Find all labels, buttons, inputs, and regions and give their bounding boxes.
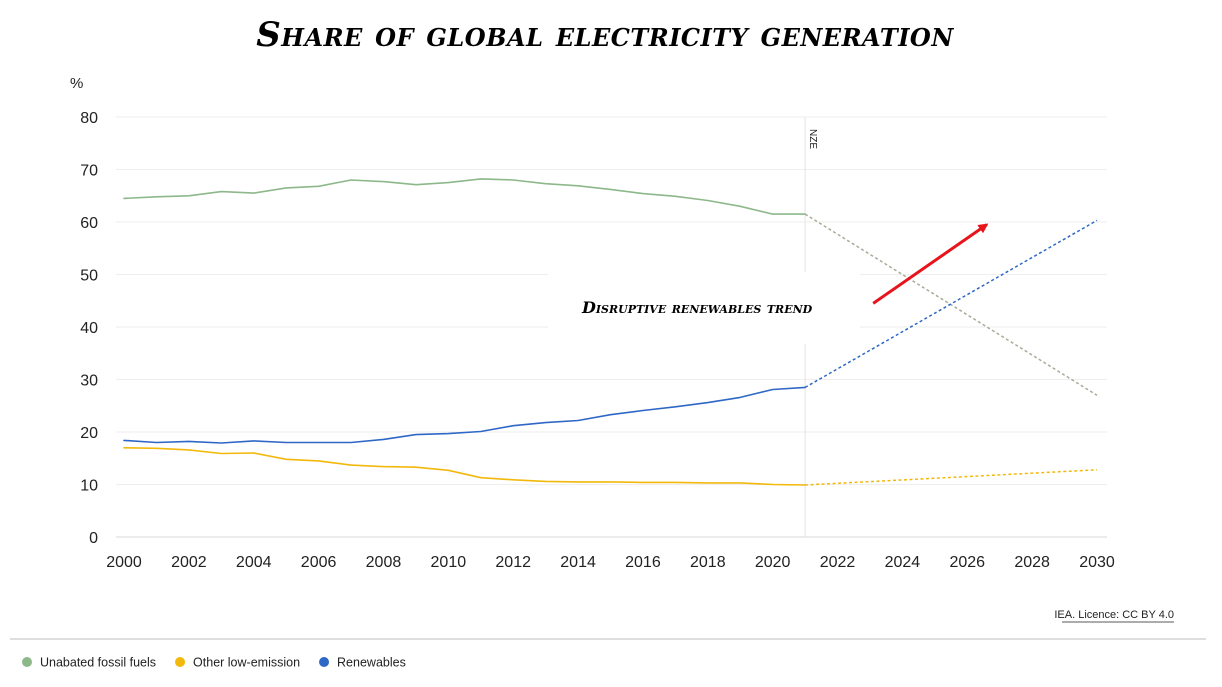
y-tick-label: 80	[80, 110, 98, 127]
y-tick-label: 0	[89, 530, 98, 547]
annotation-background	[548, 272, 860, 344]
nze-label: NZE	[807, 129, 818, 149]
y-tick-label: 40	[80, 320, 98, 337]
series-line-historical-1	[123, 446, 806, 486]
y-tick-label: 10	[80, 478, 98, 495]
y-axis-unit: %	[70, 75, 83, 92]
legend-label: Unabated fossil fuels	[40, 656, 156, 670]
legend-label: Other low-emission	[193, 656, 300, 670]
chart-title: Share of global electricity generation	[256, 15, 954, 55]
series-lines	[123, 178, 1098, 486]
y-tick-label: 50	[80, 268, 98, 285]
legend-label: Renewables	[337, 656, 406, 670]
x-tick-label: 2000	[106, 554, 142, 571]
source-link[interactable]: IEA. Licence: CC BY 4.0	[1054, 609, 1174, 621]
legend-swatch	[175, 657, 186, 667]
legend: Unabated fossil fuels Other low-emission R…	[22, 656, 406, 670]
x-tick-label: 2016	[625, 554, 661, 571]
x-tick-label: 2006	[301, 554, 337, 571]
series-line-projection-1	[805, 469, 1098, 486]
series-line-historical-0	[123, 178, 806, 215]
x-tick-label: 2022	[820, 554, 856, 571]
x-tick-label: 2012	[495, 554, 531, 571]
x-tick-label: 2020	[755, 554, 791, 571]
x-tick-label: 2030	[1079, 554, 1115, 571]
y-tick-label: 20	[80, 425, 98, 442]
y-tick-labels: 0 10 20 30 40 50 60 70 80	[80, 110, 98, 547]
annotation-text: Disruptive renewables trend	[581, 298, 813, 317]
x-tick-labels: 2000 2002 2004 2006 2008 2010 2012 2014 2016 2018…	[106, 554, 1115, 571]
x-tick-label: 2028	[1014, 554, 1050, 571]
y-tick-label: 70	[80, 163, 98, 180]
x-tick-label: 2002	[171, 554, 207, 571]
series-line-projection-2	[804, 219, 1098, 389]
legend-swatch	[22, 657, 32, 667]
x-tick-label: 2004	[236, 554, 272, 571]
x-tick-label: 2010	[431, 554, 467, 571]
x-tick-label: 2024	[885, 554, 921, 571]
x-tick-label: 2026	[949, 554, 985, 571]
legend-swatch	[319, 657, 330, 667]
x-tick-label: 2008	[366, 554, 402, 571]
y-tick-label: 60	[80, 215, 98, 232]
series-line-historical-2	[123, 386, 806, 444]
annotation-arrow	[872, 223, 989, 305]
x-tick-label: 2014	[560, 554, 596, 571]
x-tick-label: 2018	[690, 554, 726, 571]
y-tick-label: 30	[80, 373, 98, 390]
